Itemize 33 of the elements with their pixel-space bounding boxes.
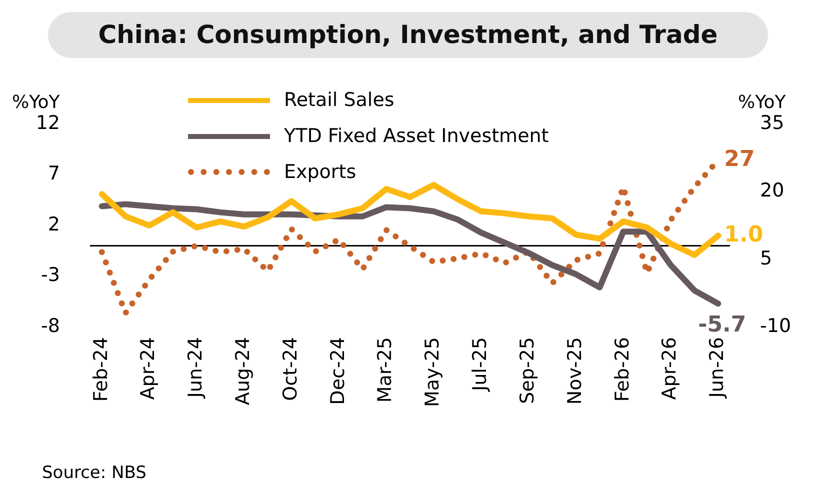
y2-tick-label: -10 — [760, 314, 792, 337]
y-tick-label: 2 — [48, 213, 60, 236]
y-tick-label: -8 — [41, 314, 60, 337]
legend-label: Exports — [284, 161, 356, 183]
data-label: 1.0 — [724, 222, 764, 248]
source-note: Source: NBS — [42, 463, 146, 483]
x-tick-label: Jun-26 — [706, 337, 728, 399]
y2-tick-label: 20 — [760, 180, 784, 202]
y-axis-title: %YoY — [12, 92, 60, 113]
y-tick-label: 12 — [36, 112, 60, 134]
x-tick-label: Feb-24 — [90, 337, 112, 402]
x-tick-label: Jun-24 — [184, 337, 207, 399]
x-tick-label: Nov-25 — [564, 337, 586, 405]
x-tick-label: Apr-26 — [658, 337, 681, 400]
x-tick-label: Aug-24 — [232, 337, 254, 406]
x-tick-label: Dec-24 — [326, 337, 349, 405]
y2-tick-label: 35 — [760, 112, 784, 134]
x-tick-label: Feb-26 — [611, 337, 634, 402]
x-tick-label: May-25 — [422, 337, 444, 407]
x-tick-label: Jul-25 — [469, 337, 492, 392]
chart-title: China: Consumption, Investment, and Trade — [48, 12, 768, 58]
data-label: 27 — [724, 146, 755, 172]
y-tick-label: -3 — [41, 264, 60, 286]
legend-label: Retail Sales — [284, 89, 394, 111]
x-tick-label: Sep-25 — [516, 337, 538, 404]
legend-label: YTD Fixed Asset Investment — [284, 125, 549, 147]
x-tick-label: Apr-24 — [137, 337, 160, 400]
x-tick-label: Mar-25 — [374, 337, 396, 403]
data-label: -5.7 — [698, 312, 746, 338]
x-tick-label: Oct-24 — [279, 337, 302, 401]
y-tick-label: 7 — [48, 162, 60, 185]
y2-axis-title: %YoY — [738, 92, 786, 113]
y2-tick-label: 5 — [760, 247, 772, 270]
